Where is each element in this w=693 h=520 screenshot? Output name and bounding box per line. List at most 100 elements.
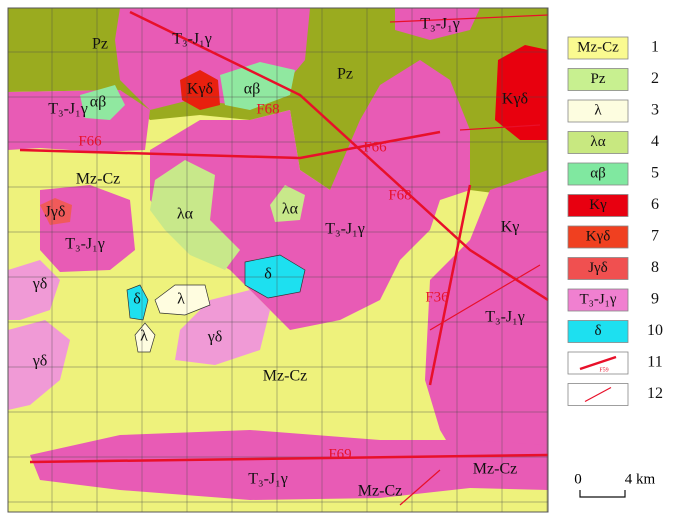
legend-number: 1 — [651, 39, 659, 56]
scale-line — [579, 490, 626, 498]
scale-start: 0 — [574, 471, 582, 487]
delta-area — [126, 284, 149, 321]
legend-fault — [579, 355, 617, 371]
legend-line — [584, 386, 612, 403]
lambda-alpha-area — [150, 160, 240, 270]
unit-label: T₃-J₁γ — [65, 236, 105, 253]
fault-line — [428, 184, 472, 386]
k-gamma-delta-area — [180, 70, 220, 110]
legend-swatch — [567, 99, 629, 123]
granodiorite-area — [8, 260, 60, 320]
unit-label: Kγδ — [187, 81, 213, 98]
granite-area — [395, 8, 480, 40]
legend-symbol: λα — [590, 134, 605, 150]
granite-area — [425, 170, 548, 490]
legend-number: 5 — [651, 165, 659, 182]
unit-label: λ — [140, 328, 148, 345]
fault-line — [389, 14, 549, 506]
unit-label: Mz-Cz — [76, 171, 120, 188]
faults — [19, 10, 549, 506]
legend-number: 9 — [651, 291, 659, 308]
unit-label: λ — [177, 291, 185, 308]
unit-label: Pz — [92, 36, 108, 53]
unit-label: αβ — [244, 81, 261, 98]
unit-label: Mz-Cz — [473, 461, 517, 478]
unit-label: γδ — [207, 329, 223, 346]
alpha-beta-area — [80, 85, 125, 120]
legend-symbol: Kγδ — [586, 228, 611, 244]
legend-symbol: T₃-J₁γ — [579, 291, 616, 307]
scale-bar: 0 4 km — [574, 471, 656, 498]
granodiorite-area — [175, 290, 270, 365]
fault-line — [129, 10, 549, 302]
legend-number: 7 — [651, 228, 659, 245]
legend-swatch — [567, 131, 629, 154]
unit-label: Mz-Cz — [263, 368, 307, 385]
scale-end: 4 km — [625, 471, 656, 487]
unit-label: αβ — [90, 94, 107, 111]
delta-area — [244, 254, 306, 299]
granodiorite-area — [8, 320, 70, 410]
legend-symbol: F59 — [599, 367, 608, 373]
alpha-beta-area — [220, 62, 295, 110]
map-frame — [7, 7, 549, 513]
legend-swatch — [567, 288, 629, 312]
unit-label: T₃-J₁γ — [48, 101, 88, 118]
lambda-area — [154, 284, 211, 316]
unit-label: Kγ — [501, 219, 520, 236]
unit-label: T₃-J₁γ — [248, 471, 288, 488]
legend-swatch — [567, 68, 629, 91]
legend-swatch — [567, 320, 629, 343]
unit-label: T₃-J₁γ — [485, 309, 525, 326]
legend-symbol: Mz-Cz — [577, 39, 619, 55]
legend-number: 10 — [647, 322, 663, 339]
unit-label: Mz-Cz — [358, 483, 402, 500]
unit-label: T₃-J₁γ — [172, 31, 212, 48]
legend-symbol: αβ — [590, 165, 606, 181]
fault-label: F68 — [388, 187, 411, 203]
legend-number: 11 — [647, 354, 662, 371]
legend-symbol: δ — [594, 323, 601, 339]
unit-label: Kγδ — [502, 91, 528, 108]
legend-number: 12 — [647, 385, 663, 402]
fault-label: F68 — [256, 101, 279, 117]
legend-swatch — [567, 257, 629, 280]
unit-label: δ — [264, 266, 272, 283]
legend-number: 6 — [651, 196, 659, 213]
legend-symbol: Jγδ — [588, 260, 608, 276]
granite-area — [30, 430, 548, 500]
fault-label: F36 — [425, 289, 449, 305]
legend-swatch — [567, 225, 629, 249]
legend: Mz-Cz 1 Pz 2 λ 3 λα 4 αβ 5 Kγ 6 Kγδ 7 Jγδ 8 T₃-J₁γ 9 δ 10 F5… — [567, 36, 663, 406]
unit-label: T₃-J₁γ — [325, 221, 365, 238]
legend-number: 8 — [651, 259, 659, 276]
legend-swatch — [567, 194, 629, 217]
unit-label: Jγδ — [45, 204, 66, 221]
legend-number: 2 — [651, 70, 659, 87]
lambda-area — [134, 322, 156, 353]
legend-swatch — [567, 162, 629, 186]
unit-label: γδ — [32, 353, 48, 370]
j-gamma-delta-area — [40, 198, 72, 225]
granite-area — [40, 185, 135, 272]
k-gamma-area — [495, 45, 548, 140]
legend-symbol: λ — [594, 102, 602, 118]
fault-label: F69 — [328, 446, 351, 462]
fault-label: F66 — [78, 133, 102, 149]
legend-symbol: Kγ — [589, 197, 607, 213]
legend-number: 3 — [651, 102, 659, 119]
unit-label: δ — [133, 291, 141, 308]
unit-label: λα — [282, 201, 299, 218]
grid — [8, 8, 548, 512]
unit-label: Pz — [337, 66, 353, 83]
unit-label: γδ — [32, 276, 48, 293]
legend-swatch — [567, 36, 629, 60]
fault-label: F66 — [363, 139, 387, 155]
unit-label: T₃-J₁γ — [420, 16, 460, 33]
fault-line — [19, 130, 441, 160]
lambda-alpha-area — [270, 185, 305, 222]
legend-symbol: Pz — [591, 71, 606, 87]
fault-line — [29, 453, 549, 464]
